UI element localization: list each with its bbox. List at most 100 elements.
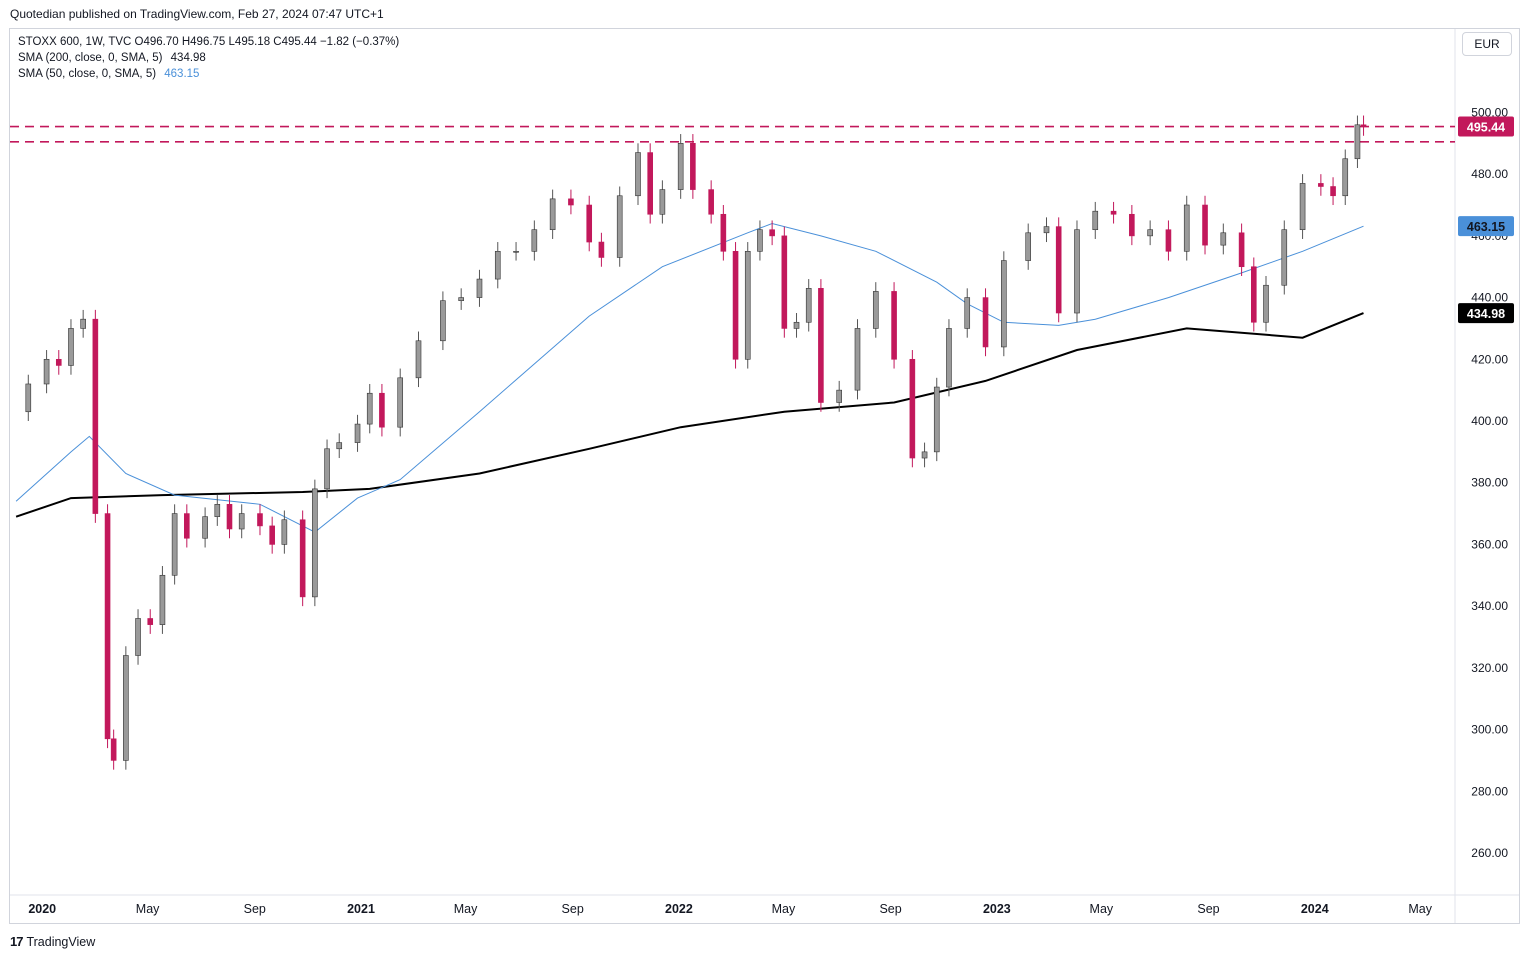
y-tick-label: 300.00 (1471, 723, 1508, 737)
candle-body (55, 358, 62, 366)
currency-button[interactable]: EUR (1462, 32, 1512, 56)
sma200-price-tag: 434.98 (1467, 307, 1505, 321)
y-tick-label: 360.00 (1471, 537, 1508, 551)
x-tick-label: May (772, 902, 796, 916)
sma50-price-tag-bg (1458, 216, 1514, 237)
candle-body (1250, 266, 1257, 323)
x-tick-label: May (1090, 902, 1114, 916)
candle-body (964, 297, 971, 329)
candle-body (68, 328, 74, 366)
tradingview-brand[interactable]: 17 TradingView (10, 934, 95, 949)
x-tick-label: Sep (244, 902, 266, 916)
candle-body (324, 448, 330, 490)
publisher-caption: Quotedian published on TradingView.com, … (10, 7, 384, 21)
candle-body (202, 516, 208, 539)
candle-body (872, 291, 879, 329)
candle-body (769, 229, 775, 237)
candle-body (744, 251, 751, 360)
y-tick-label: 320.00 (1471, 661, 1508, 675)
candle-body (43, 358, 50, 385)
last-price-tag-bg (1458, 116, 1514, 137)
candle-body (647, 152, 653, 215)
candle-body (1202, 204, 1208, 246)
candle-body (1165, 229, 1172, 252)
candle-body (92, 318, 99, 514)
candle-body (933, 386, 940, 453)
candle-body (836, 389, 842, 403)
sma200-price-tag-bg (1458, 303, 1514, 324)
candle-body (1318, 183, 1324, 187)
candle-body (1129, 213, 1135, 237)
candle-body (214, 504, 221, 517)
candle-body (1183, 204, 1190, 252)
candle-body (854, 328, 861, 391)
sma200-line (15, 312, 1364, 518)
y-tick-label: 380.00 (1471, 476, 1508, 490)
candle-body (598, 241, 605, 258)
candle-body (1092, 210, 1099, 231)
candle-body (397, 377, 404, 428)
candle-body (586, 204, 593, 243)
brand-text: TradingView (26, 934, 96, 949)
candle-body (147, 618, 154, 625)
candle-body (1220, 232, 1227, 246)
candle-body (104, 513, 111, 740)
candle-body (1074, 229, 1080, 314)
sma50-price-tag: 463.15 (1467, 220, 1505, 234)
candle-body (269, 525, 275, 545)
candle-body (110, 738, 117, 761)
candle-body (921, 451, 928, 459)
x-tick-label: 2023 (983, 902, 1011, 916)
candle-body (891, 291, 897, 360)
candle-body (1360, 124, 1367, 127)
y-tick-label: 280.00 (1471, 784, 1508, 798)
y-tick-label: 440.00 (1471, 291, 1508, 305)
sma200-legend-row[interactable]: SMA (200, close, 0, SMA, 5) 434.98 (18, 50, 399, 66)
candle-body (531, 229, 538, 252)
candle-body (513, 251, 519, 253)
candle-body (708, 189, 714, 215)
y-tick-label: 420.00 (1471, 352, 1508, 366)
candle-body (1001, 260, 1007, 348)
candle-body (336, 442, 343, 450)
candle-body (476, 278, 483, 298)
last-price-tag: 495.44 (1467, 121, 1505, 135)
x-tick-label: 2021 (347, 902, 375, 916)
y-tick-label: 260.00 (1471, 846, 1508, 860)
candle-body (440, 300, 446, 342)
candle-body (226, 504, 233, 530)
candle-body (635, 152, 641, 197)
chart-frame (9, 28, 1520, 924)
x-tick-label: Sep (562, 902, 584, 916)
x-tick-label: Sep (1197, 902, 1219, 916)
candle-body (171, 513, 178, 576)
symbol-ohlc-line[interactable]: STOXX 600, 1W, TVC O496.70 H496.75 L495.… (18, 36, 400, 48)
candle-body (415, 340, 422, 379)
candle-body (184, 513, 190, 539)
candle-body (159, 574, 166, 625)
candle-body (616, 195, 623, 258)
candle-body (379, 392, 385, 428)
candle-body (757, 229, 763, 252)
candle-body (793, 321, 800, 329)
candle-body (1281, 229, 1288, 286)
candle-body (982, 297, 989, 348)
x-tick-label: Sep (879, 902, 901, 916)
candle-body (1330, 186, 1336, 197)
sma50-legend-row[interactable]: SMA (50, close, 0, SMA, 5) 463.15 (18, 66, 399, 82)
x-tick-label: May (1408, 902, 1432, 916)
x-tick-label: 2022 (665, 902, 693, 916)
y-tick-label: 480.00 (1471, 167, 1508, 181)
sma50-value: 463.15 (164, 68, 200, 80)
candle-body (732, 251, 739, 360)
candle-body (1043, 226, 1050, 234)
candle-body (238, 513, 245, 530)
x-tick-label: 2020 (28, 902, 56, 916)
candle-body (1055, 226, 1062, 314)
candle-body (1238, 232, 1245, 268)
candle-body (568, 198, 574, 206)
y-tick-label: 400.00 (1471, 414, 1508, 428)
sma200-label: SMA (200, close, 0, SMA, 5) (18, 52, 163, 64)
y-tick-label: 500.00 (1471, 105, 1508, 119)
